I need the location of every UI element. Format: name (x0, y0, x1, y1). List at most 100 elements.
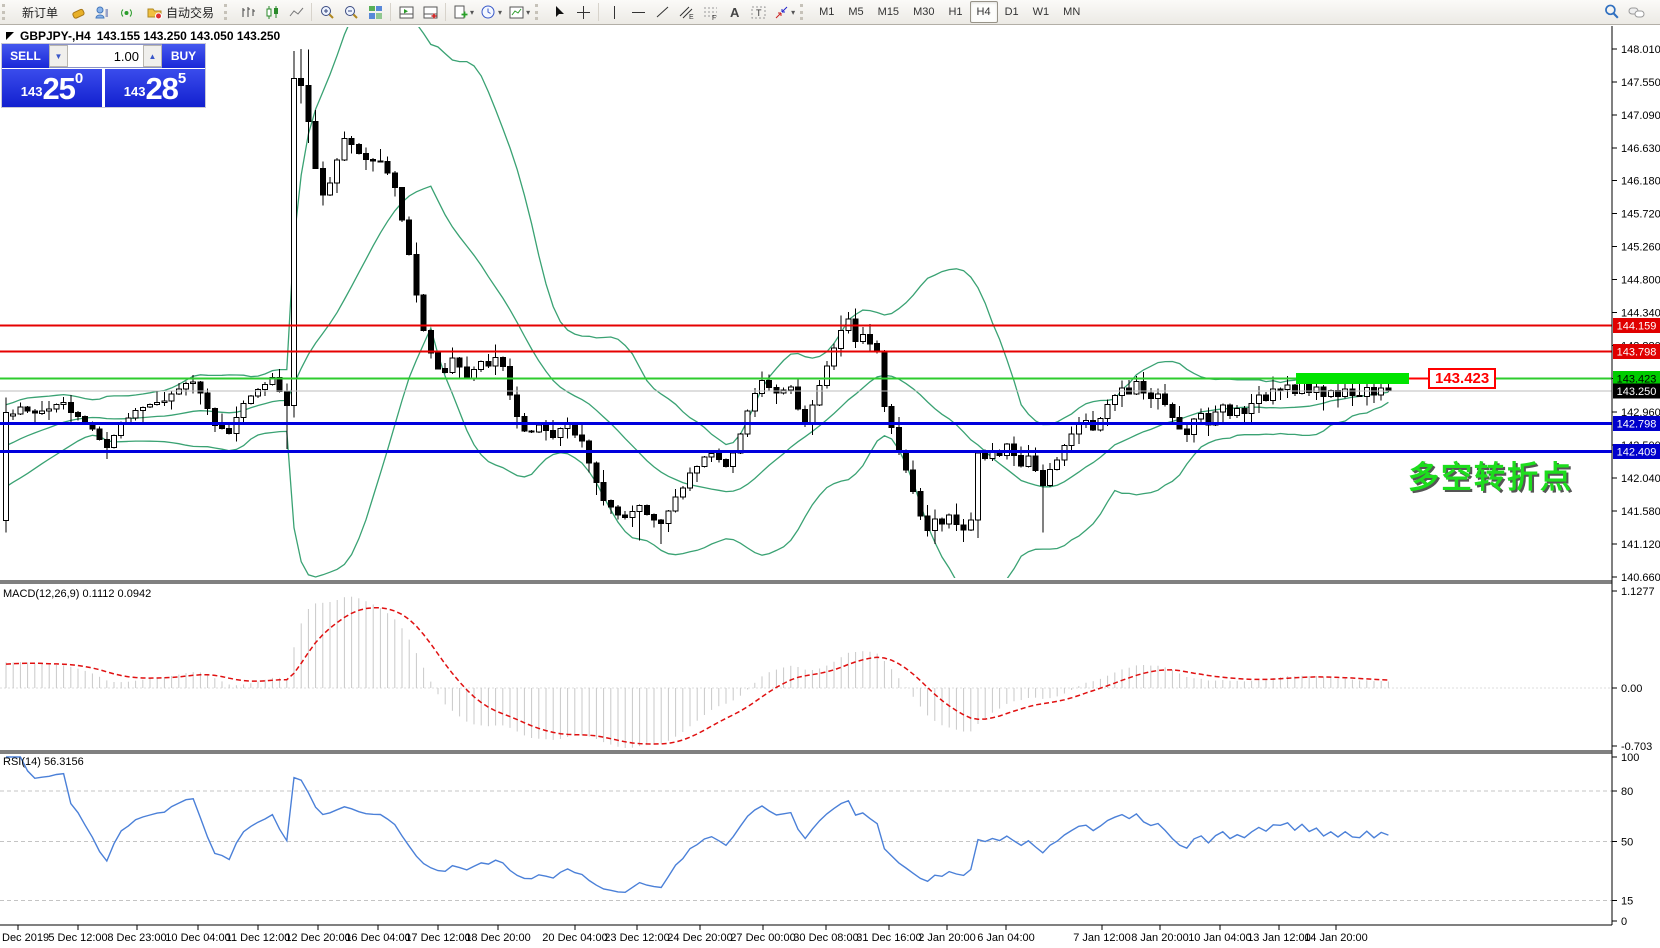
search-icon (1605, 4, 1619, 19)
timeframe-h1[interactable]: H1 (948, 6, 963, 18)
svg-text:80: 80 (1621, 786, 1633, 798)
add-indicator-window-button[interactable] (418, 1, 442, 23)
dropdown-caret-icon: ▾ (526, 7, 531, 17)
macd-pane[interactable] (0, 596, 1612, 748)
toolbar-grip[interactable] (535, 4, 543, 20)
time-label: 24 Dec 20:00 (667, 932, 732, 944)
time-label: 16 Dec 04:00 (345, 932, 410, 944)
gold-icon-glyph (71, 8, 85, 19)
svg-text:145.720: 145.720 (1621, 209, 1660, 221)
time-label: 12 Dec 20:00 (285, 932, 350, 944)
new-order-label: 新订单 (22, 5, 59, 20)
sell-price-big: 25 (42, 71, 75, 106)
zoom-out-button[interactable] (339, 1, 363, 23)
profile-icon[interactable] (90, 1, 114, 23)
rsi-indicator-label: RSI(14) 56.3156 (3, 756, 84, 768)
trendline-button[interactable] (650, 1, 674, 23)
time-label: 10 Jan 04:00 (1188, 932, 1252, 944)
toolbar-separator (598, 3, 600, 21)
volume-increase-button[interactable]: ▲ (143, 45, 162, 67)
bar-chart-button[interactable] (236, 1, 260, 23)
sell-price-prefix: 143 (20, 84, 43, 99)
timeframe-h4[interactable]: H4 (969, 1, 998, 23)
rsi-pane[interactable] (0, 756, 1612, 902)
arrows-button[interactable]: ▾ (770, 1, 798, 23)
svg-text:142.798: 142.798 (1617, 418, 1657, 430)
buy-price-prefix: 143 (123, 84, 146, 99)
add-indicator-icon (454, 5, 468, 18)
price-badge (1613, 318, 1660, 334)
bar-chart-icon (242, 6, 255, 17)
chat-button[interactable] (1624, 1, 1650, 23)
svg-text:144.340: 144.340 (1621, 308, 1660, 320)
template-button[interactable]: ▾ (505, 1, 533, 23)
toolbar-grip[interactable] (224, 4, 232, 20)
symbol-arrow-icon (6, 32, 14, 40)
text-button[interactable]: A (722, 1, 746, 23)
time-label: 30 Dec 08:00 (793, 932, 858, 944)
arrows-icon (775, 6, 788, 18)
svg-text:142.409: 142.409 (1617, 446, 1657, 458)
timeframe-mn[interactable]: MN (1063, 6, 1081, 18)
level-lines[interactable] (0, 324, 1612, 453)
price-badge (1613, 443, 1660, 459)
svg-text:143.798: 143.798 (1617, 347, 1657, 359)
timeframe-w1[interactable]: W1 (1032, 6, 1050, 18)
main-pane[interactable] (0, 0, 1612, 602)
fibonacci-icon: F (703, 7, 717, 21)
svg-text:0.00: 0.00 (1621, 683, 1642, 695)
toolbar-grip[interactable] (2, 4, 10, 20)
new-order-button[interactable]: 新订单 (14, 1, 66, 23)
timeframe-d1[interactable]: D1 (1004, 6, 1019, 18)
add-indicator-button[interactable]: ▾ (449, 1, 477, 23)
profile-icon-glyph (95, 6, 108, 18)
svg-text:100: 100 (1621, 752, 1639, 764)
time-label: 6 Jan 04:00 (977, 932, 1035, 944)
volume-decrease-button[interactable]: ▼ (49, 45, 68, 67)
text-icon: A (730, 5, 740, 20)
toolbar-grip[interactable] (800, 4, 808, 20)
annotation-text[interactable]: 多空转折点 (1408, 460, 1573, 495)
autotrade-icon (147, 8, 163, 19)
svg-text:144.159: 144.159 (1617, 321, 1657, 333)
time-label: 23 Dec 12:00 (604, 932, 669, 944)
autotrade-button[interactable]: 自动交易 (138, 1, 222, 23)
indicator-window-button[interactable] (394, 1, 418, 23)
timeframe-m5[interactable]: M5 (848, 6, 864, 18)
timeframe-m30[interactable]: M30 (913, 6, 935, 18)
tile-windows-button[interactable] (363, 1, 387, 23)
gold-icon[interactable] (66, 1, 90, 23)
signals-icon[interactable] (114, 1, 138, 23)
timeframe-m1[interactable]: M1 (819, 6, 835, 18)
fibonacci-button[interactable]: F (698, 1, 722, 23)
price-callout[interactable]: 143.423 (1428, 368, 1497, 389)
channel-button[interactable]: E (674, 1, 698, 23)
zoom-in-button[interactable] (315, 1, 339, 23)
price-badge (1613, 371, 1660, 386)
line-chart-button[interactable] (284, 1, 308, 23)
svg-text:144.800: 144.800 (1621, 275, 1660, 287)
search-button[interactable] (1600, 1, 1624, 23)
vertical-line-button[interactable] (602, 1, 626, 23)
dropdown-caret-icon: ▾ (498, 7, 503, 17)
periods-button[interactable]: ▾ (477, 1, 505, 23)
text-label-button[interactable]: T (746, 1, 770, 23)
buy-button[interactable]: BUY (162, 44, 205, 68)
cursor-button[interactable] (547, 1, 571, 23)
timeframe-m15[interactable]: M15 (877, 6, 900, 18)
buy-price-big: 28 (145, 71, 178, 106)
svg-text:142.040: 142.040 (1621, 473, 1660, 485)
candlestick-button[interactable] (260, 1, 284, 23)
svg-text:142.960: 142.960 (1621, 407, 1660, 419)
crosshair-icon (576, 5, 590, 19)
sell-button[interactable]: SELL (2, 44, 49, 68)
signals-icon-glyph (120, 8, 132, 17)
volume-input[interactable] (68, 45, 143, 67)
sell-price-button[interactable]: 143 25 0 (2, 69, 102, 107)
crosshair-button[interactable] (571, 1, 595, 23)
svg-text:147.550: 147.550 (1621, 77, 1660, 89)
horizontal-line-button[interactable] (626, 1, 650, 23)
buy-price-button[interactable]: 143 28 5 (105, 69, 205, 107)
